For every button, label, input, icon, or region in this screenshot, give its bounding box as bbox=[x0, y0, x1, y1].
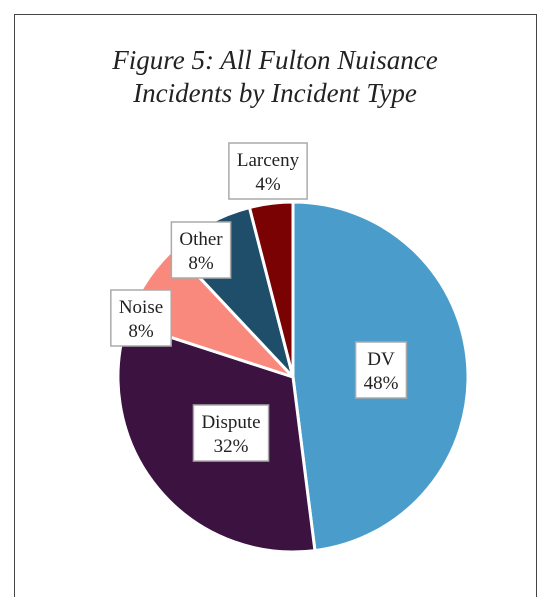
pie-slice bbox=[247, 200, 295, 378]
data-label: Noise 8% bbox=[110, 289, 172, 347]
value-label: 32% bbox=[214, 436, 249, 457]
label-box bbox=[228, 142, 308, 200]
data-label: Dispute 32% bbox=[192, 404, 270, 462]
data-label: Larceny 4% bbox=[228, 142, 308, 200]
label-box bbox=[170, 221, 232, 279]
category-label: Dispute bbox=[201, 412, 260, 433]
chart-title: Figure 5: All Fulton Nuisance Incidents … bbox=[112, 45, 438, 108]
value-label: 8% bbox=[188, 253, 214, 274]
category-label: Larceny bbox=[237, 150, 300, 171]
category-label: DV bbox=[367, 349, 395, 370]
category-label: Noise bbox=[119, 297, 163, 318]
frame bbox=[14, 14, 537, 597]
label-box bbox=[110, 289, 172, 347]
value-label: 4% bbox=[255, 174, 281, 195]
category-label: Other bbox=[179, 229, 223, 250]
data-label: DV 48% bbox=[354, 341, 408, 399]
value-label: 8% bbox=[128, 321, 154, 342]
value-label: 48% bbox=[364, 373, 399, 394]
label-box bbox=[354, 341, 408, 399]
label-box bbox=[192, 404, 270, 462]
data-label: Other 8% bbox=[170, 221, 232, 279]
